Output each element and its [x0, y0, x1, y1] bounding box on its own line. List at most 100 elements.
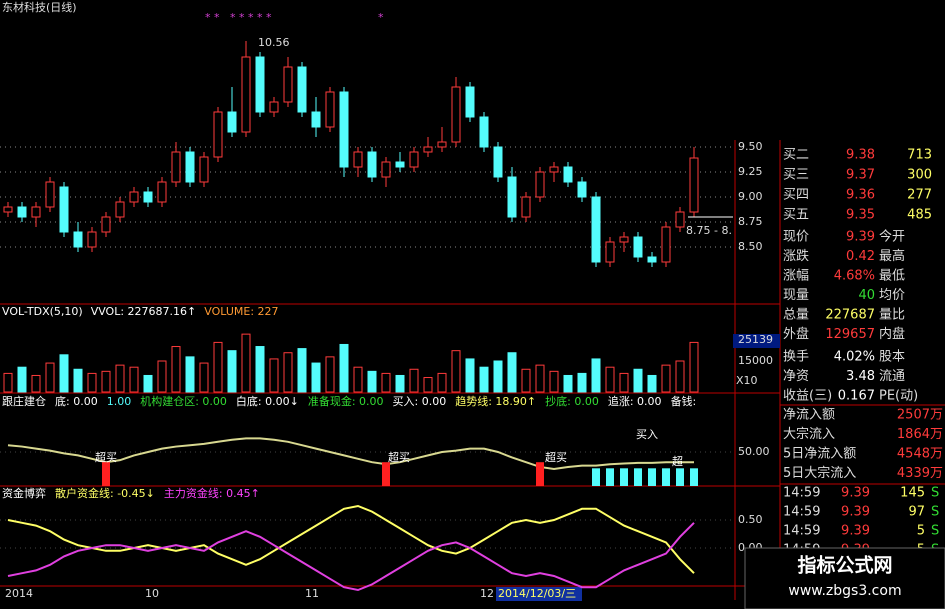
annotation: 超 — [672, 454, 683, 468]
volume-bar — [297, 348, 307, 393]
stat-label: 涨幅 — [783, 269, 809, 284]
stat-label: 现量 — [783, 288, 809, 303]
volume-bar — [87, 372, 97, 393]
stat-label: 收益(三) — [783, 389, 832, 404]
candle-body — [45, 181, 55, 208]
order-volume: 277 — [907, 188, 932, 203]
candle-body — [115, 201, 125, 218]
candle-body — [395, 161, 405, 168]
annotation: 超买 — [545, 450, 567, 464]
volume-bar — [521, 368, 531, 393]
candle-body — [143, 191, 153, 203]
candle-body — [423, 146, 433, 153]
stat-label: 均价 — [879, 288, 905, 303]
tick-price: 9.39 — [841, 524, 870, 539]
candle-body — [381, 161, 391, 178]
volume-bar — [199, 362, 209, 393]
volume-bar — [325, 356, 335, 393]
indicator-header: 底: 0.00 — [55, 394, 98, 408]
stat-label: 今开 — [879, 229, 905, 245]
candle-body — [535, 171, 545, 198]
candle-body — [451, 86, 461, 143]
svg-text:*: * — [378, 11, 384, 24]
tick-time: 14:59 — [783, 486, 820, 501]
candle-body — [101, 216, 111, 233]
candle-body — [297, 66, 307, 113]
candle-body — [367, 151, 377, 178]
buy-bar — [606, 468, 614, 486]
volume-bar — [535, 364, 545, 393]
buy-bar — [662, 468, 670, 486]
annotation: 买入 — [636, 428, 658, 441]
volume-bar — [171, 346, 181, 393]
candle-body — [563, 166, 573, 183]
indicator-header: 散户资金线: -0.45↓ — [55, 486, 155, 500]
tick-time: 14:59 — [783, 524, 820, 539]
volume-bar — [619, 372, 629, 393]
volume-bar — [227, 350, 237, 393]
candle-body — [619, 236, 629, 243]
candle-body — [213, 111, 223, 158]
flow-value: 4548万 — [897, 447, 943, 462]
volume-bar — [3, 372, 13, 393]
candle-body — [283, 66, 293, 103]
stat-label: 最低 — [879, 269, 905, 284]
y-tick-label: 15000 — [738, 354, 773, 367]
volume-bar — [129, 366, 139, 393]
overbought-bar — [536, 462, 544, 486]
volume-bar — [633, 368, 643, 393]
volume-bar — [675, 360, 685, 393]
cursor-date: 2014/12/03/三 — [498, 587, 576, 600]
buy-bar — [634, 468, 642, 486]
candle-body — [437, 141, 447, 148]
volume-bar — [451, 350, 461, 393]
buy-bar — [592, 468, 600, 486]
candle-body — [521, 196, 531, 218]
chart-title: 东材科技(日线) — [2, 0, 77, 14]
stat-value: 227687 — [825, 308, 875, 323]
y-tick-label: 9.25 — [738, 165, 763, 178]
order-price: 9.36 — [846, 188, 875, 203]
date-label: 12 — [480, 587, 494, 600]
volume-bar — [395, 374, 405, 393]
volume-bar — [549, 370, 559, 393]
volume-bar — [143, 374, 153, 393]
volume-bar — [661, 364, 671, 393]
axis-highlight — [733, 334, 780, 348]
stat-label: 外盘 — [783, 326, 809, 342]
candle-body — [549, 166, 559, 173]
volume-bar — [59, 354, 69, 393]
date-label: 11 — [305, 587, 319, 600]
date-label: 10 — [145, 587, 159, 600]
trend-line — [7, 437, 694, 471]
volume-bar — [241, 333, 251, 393]
stat-label: 现价 — [783, 230, 809, 245]
candle-body — [409, 151, 419, 168]
high-label: 10.56 — [258, 36, 290, 49]
flow-label: 5日净流入额 — [783, 447, 856, 462]
y-tick-label: 8.50 — [738, 240, 763, 253]
main-line — [7, 522, 695, 592]
tick-side: S — [931, 505, 939, 520]
overbought-bar — [382, 462, 390, 486]
tick-time: 14:59 — [783, 505, 820, 520]
candle-body — [339, 91, 349, 168]
tick-volume: 97 — [908, 505, 925, 520]
indicator-header: 跟庄建仓 — [2, 394, 46, 408]
tick-price: 9.39 — [841, 505, 870, 520]
stat-label: 流通 — [879, 369, 905, 384]
volume-bar — [31, 374, 41, 393]
volume-unit: X10 — [736, 374, 758, 387]
volume-bar — [409, 368, 419, 393]
indicator-header: 追涨: 0.00 — [608, 394, 662, 408]
order-label: 买三 — [783, 168, 809, 183]
watermark-box — [744, 547, 945, 609]
volume-bar — [507, 352, 517, 393]
candle-body — [591, 196, 601, 263]
candle-body — [689, 157, 699, 213]
svg-text:* *: * * — [205, 11, 220, 24]
tick-volume: 5 — [917, 524, 925, 539]
y-tick-label: 9.00 — [738, 190, 763, 203]
stat-label: 股本 — [879, 350, 905, 365]
stat-label: 内盘 — [879, 326, 905, 342]
